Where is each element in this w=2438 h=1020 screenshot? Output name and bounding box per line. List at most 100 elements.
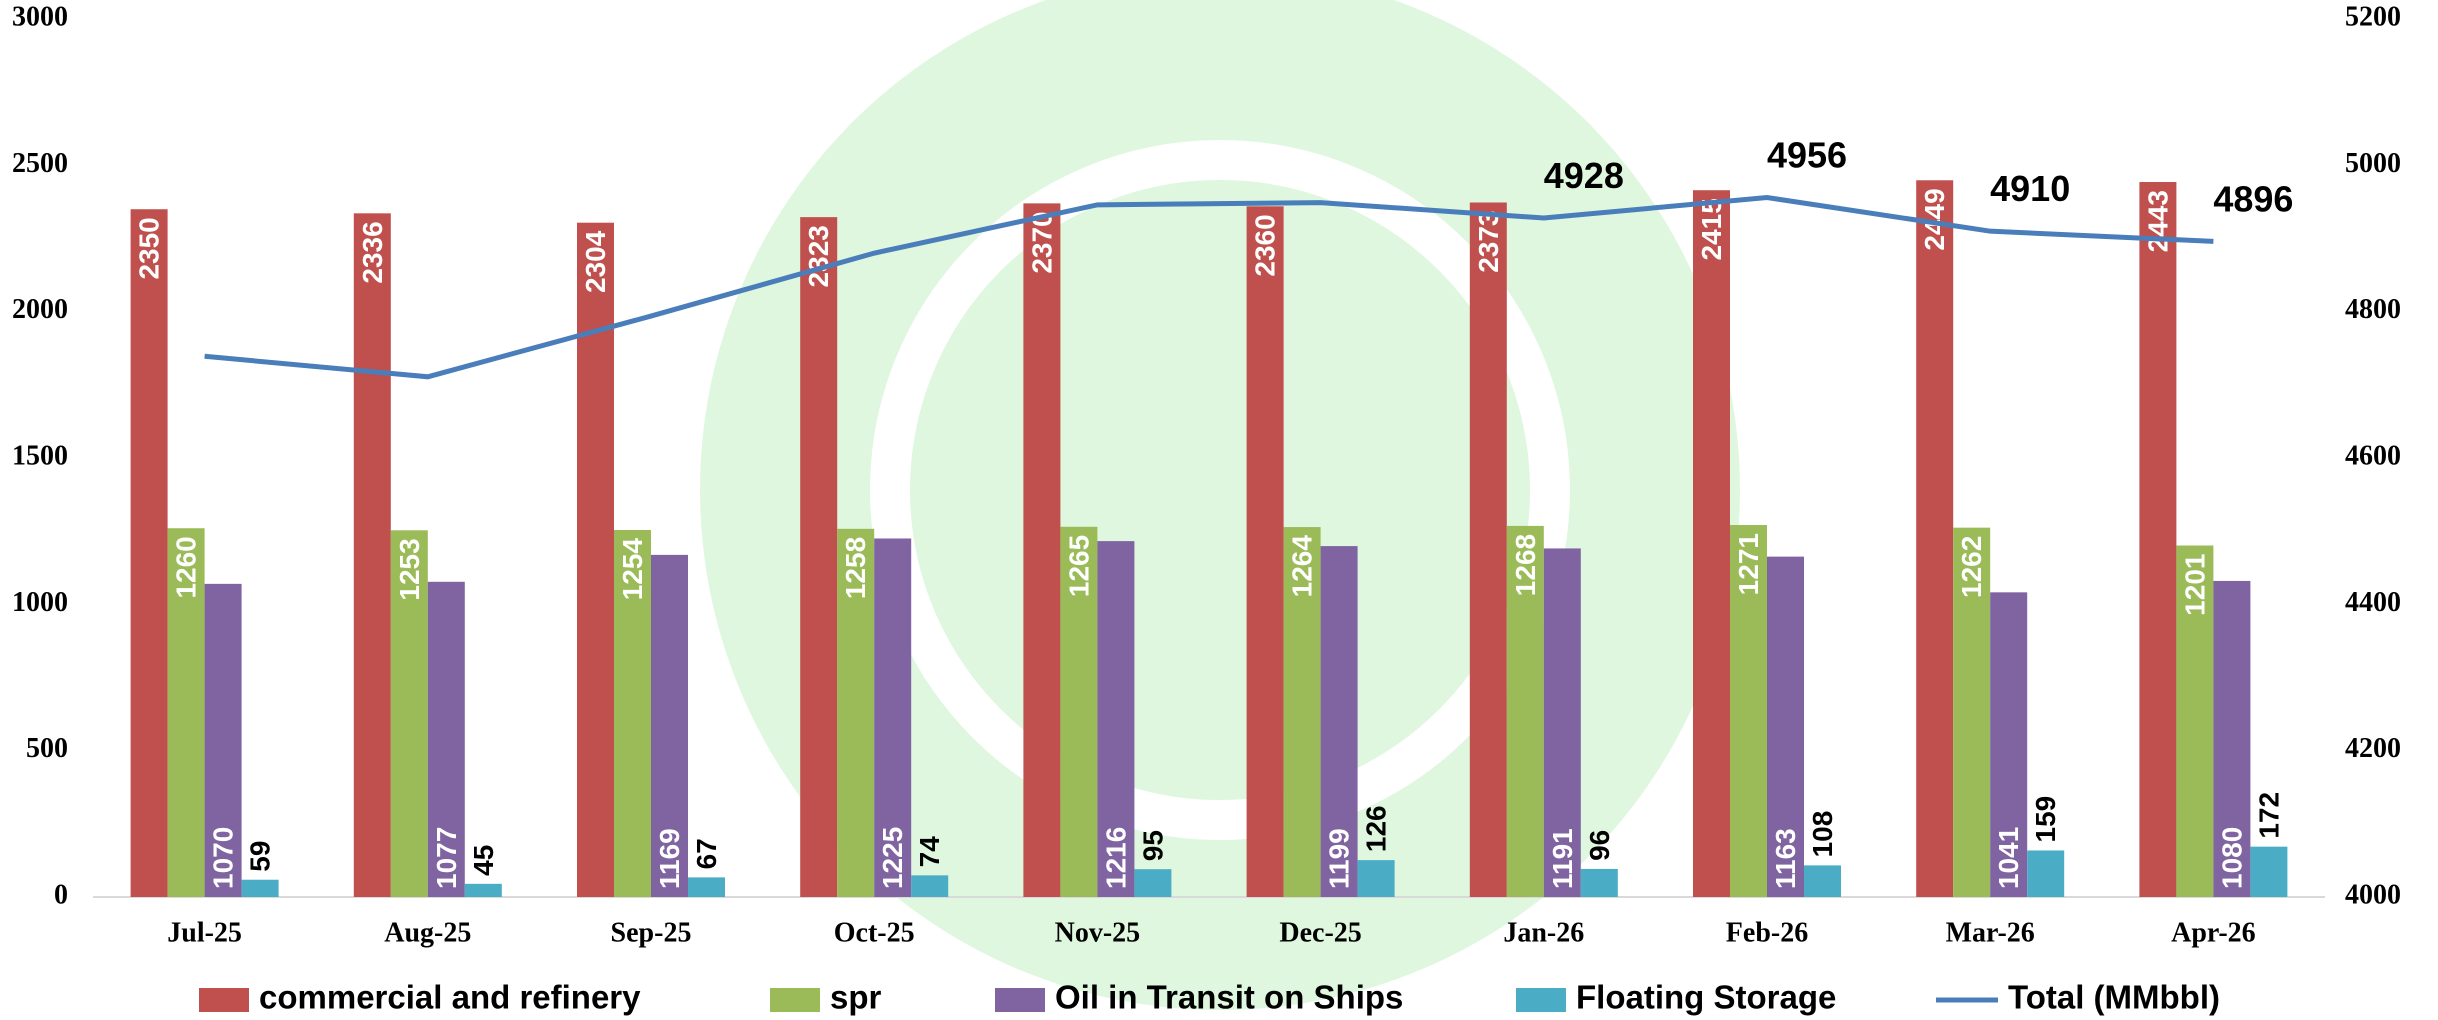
y2-tick-label: 4800	[2345, 294, 2401, 325]
bar	[204, 583, 242, 897]
bar	[1693, 190, 1730, 897]
data-label: 2304	[580, 230, 611, 293]
data-label: 4896	[2213, 178, 2293, 219]
data-label: 74	[914, 836, 945, 868]
x-tick-label: Apr-26	[2171, 917, 2256, 948]
bar	[1246, 206, 1284, 898]
bar	[1134, 869, 1172, 897]
data-label: 67	[691, 838, 722, 869]
bar	[1804, 865, 1841, 897]
x-tick-label: Dec-25	[1279, 917, 1361, 948]
data-label: 96	[1584, 830, 1615, 861]
bar	[1023, 203, 1061, 897]
x-tick-label: Jul-25	[167, 917, 242, 948]
x-tick-label: Aug-25	[384, 917, 471, 948]
data-label: 1041	[1993, 827, 2024, 889]
bar	[2213, 580, 2251, 897]
legend-swatch	[995, 988, 1045, 1012]
x-tick-label: Feb-26	[1726, 917, 1808, 948]
data-label: 59	[245, 841, 276, 872]
data-label: 4928	[1544, 155, 1624, 196]
data-label: 1199	[1324, 828, 1355, 889]
bar	[651, 554, 688, 897]
data-label: 1080	[2216, 827, 2247, 889]
bar	[1916, 180, 1954, 897]
data-label: 1254	[617, 538, 648, 601]
y-tick-label: 2500	[12, 148, 68, 179]
line	[204, 195, 2214, 380]
y2-tick-label: 5000	[2345, 148, 2401, 179]
y-tick-label: 1500	[12, 440, 68, 471]
data-label: 1077	[431, 827, 462, 889]
y-tick-label: 3000	[12, 1, 68, 32]
bar	[837, 528, 875, 897]
legend-swatch	[770, 988, 820, 1012]
bar	[167, 528, 205, 897]
bar	[1953, 527, 1991, 897]
data-label: 1264	[1287, 535, 1318, 598]
bar	[1283, 527, 1321, 897]
legend-label: spr	[830, 979, 882, 1016]
legend-label: Total (MMbbl)	[2008, 979, 2220, 1016]
bar	[2250, 846, 2288, 897]
x-tick-label: Oct-25	[834, 917, 915, 948]
bar	[2027, 850, 2065, 897]
data-label: 1169	[654, 828, 685, 889]
y2-tick-label: 4600	[2345, 440, 2401, 471]
data-label: 1258	[840, 537, 871, 599]
data-label: 1216	[1100, 827, 1131, 889]
bar	[577, 222, 614, 898]
bar	[130, 209, 168, 897]
data-label: 1262	[1956, 536, 1987, 598]
data-label: 1260	[171, 536, 202, 598]
bar	[1543, 548, 1581, 897]
data-label: 108	[1807, 811, 1838, 858]
bar	[1990, 592, 2028, 897]
data-label: 1271	[1733, 533, 1764, 595]
bar	[1767, 556, 1804, 897]
data-label: 4956	[1767, 135, 1847, 176]
data-label: 1268	[1510, 534, 1541, 596]
legend-label: Oil in Transit on Ships	[1055, 979, 1403, 1016]
data-label: 172	[2253, 792, 2284, 839]
data-label: 95	[1137, 830, 1168, 861]
y-tick-label: 0	[54, 879, 68, 910]
y2-tick-label: 4200	[2345, 733, 2401, 764]
data-label: 2370	[1026, 211, 1057, 273]
data-label: 2323	[803, 225, 834, 287]
bar	[390, 530, 428, 897]
bar	[427, 581, 465, 897]
bar	[1060, 526, 1098, 897]
data-label: 1225	[877, 827, 908, 889]
y2-tick-label: 4400	[2345, 587, 2401, 618]
y-tick-label: 2000	[12, 294, 68, 325]
data-label: 4910	[1990, 168, 2070, 209]
bar	[1320, 546, 1358, 897]
y2-tick-label: 4000	[2345, 879, 2401, 910]
y-tick-label: 1000	[12, 587, 68, 618]
x-tick-label: Mar-26	[1946, 917, 2035, 948]
data-label: 2443	[2142, 190, 2173, 252]
bar	[1730, 525, 1767, 897]
data-label: 1265	[1063, 535, 1094, 597]
bar	[2139, 182, 2177, 898]
data-label: 2415	[1696, 198, 1727, 260]
bar	[241, 879, 279, 897]
data-label: 2350	[134, 217, 165, 279]
y-tick-label: 500	[26, 733, 68, 764]
bar	[874, 538, 912, 897]
data-label: 1201	[2179, 554, 2210, 616]
legend-label: Floating Storage	[1576, 979, 1836, 1016]
data-label: 2373	[1473, 211, 1504, 273]
y2-tick-label: 5200	[2345, 1, 2401, 32]
bar	[800, 217, 838, 898]
bar	[464, 883, 502, 897]
data-label: 45	[468, 845, 499, 876]
data-label: 2336	[357, 221, 388, 283]
bar	[1469, 202, 1507, 897]
bar	[1097, 541, 1135, 897]
data-label: 1163	[1770, 828, 1801, 889]
data-label: 159	[2030, 796, 2061, 843]
x-tick-label: Jan-26	[1503, 917, 1584, 948]
